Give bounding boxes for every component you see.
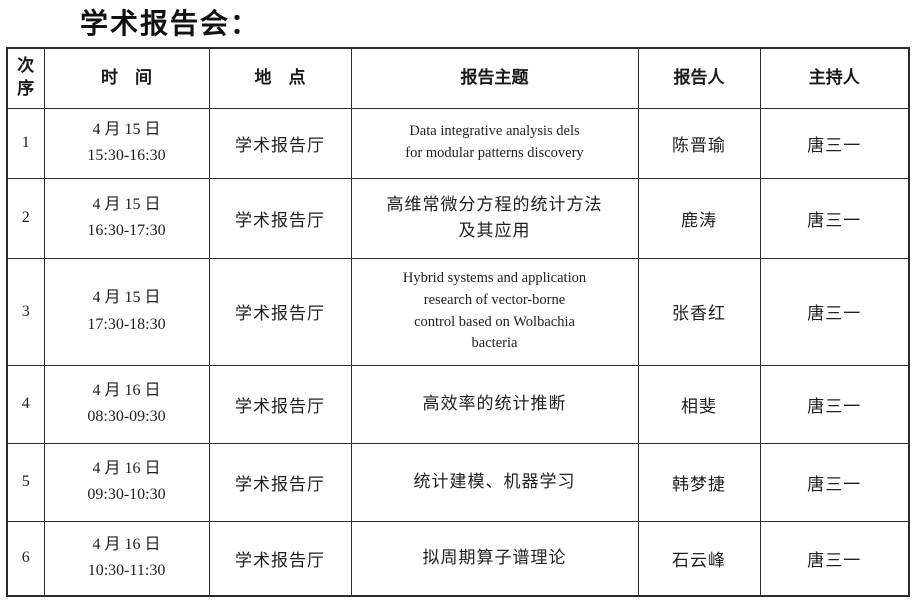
- cell-seq: 3: [6, 257, 45, 366]
- cell-time: 4 月 15 日 16:30-17:30: [43, 177, 210, 259]
- cell-location: 学术报告厅: [208, 257, 352, 366]
- column-header-time: 时 间: [43, 47, 210, 109]
- cell-seq: 5: [6, 442, 45, 522]
- column-header-speaker: 报告人: [637, 47, 761, 109]
- cell-host: 唐三一: [759, 177, 910, 259]
- cell-topic: 高效率的统计推断: [350, 364, 639, 444]
- cell-date-line: 4 月 16 日: [92, 381, 161, 399]
- cell-date-line: 4 月 16 日: [92, 459, 161, 477]
- cell-date-line: 4 月 15 日: [92, 195, 161, 213]
- column-header-host: 主持人: [759, 47, 910, 109]
- cell-time-line: 09:30-10:30: [87, 486, 166, 503]
- cell-speaker: 石云峰: [637, 520, 761, 597]
- cell-host: 唐三一: [759, 520, 910, 597]
- cell-location: 学术报告厅: [208, 177, 352, 259]
- table-row: 2 4 月 15 日 16:30-17:30 学术报告厅 高维常微分方程的统计方…: [6, 177, 910, 259]
- cell-time-line: 15:30-16:30: [87, 147, 166, 164]
- cell-time: 4 月 15 日 17:30-18:30: [43, 257, 210, 366]
- table-row: 4 4 月 16 日 08:30-09:30 学术报告厅 高效率的统计推断 相斐…: [6, 364, 910, 444]
- cell-speaker: 鹿涛: [637, 177, 761, 259]
- cell-seq: 4: [6, 364, 45, 444]
- cell-topic: 拟周期算子谱理论: [350, 520, 639, 597]
- cell-date-line: 4 月 15 日: [92, 289, 161, 307]
- cell-host: 唐三一: [759, 364, 910, 444]
- table-row: 5 4 月 16 日 09:30-10:30 学术报告厅 统计建模、机器学习 韩…: [6, 442, 910, 522]
- column-header-topic: 报告主题: [350, 47, 639, 109]
- cell-speaker: 张香红: [637, 257, 761, 366]
- cell-time: 4 月 16 日 09:30-10:30: [43, 442, 210, 522]
- cell-location: 学术报告厅: [208, 107, 352, 179]
- cell-host: 唐三一: [759, 107, 910, 179]
- cell-location: 学术报告厅: [208, 442, 352, 522]
- cell-host: 唐三一: [759, 257, 910, 366]
- cell-date-line: 4 月 16 日: [92, 535, 161, 553]
- column-header-seq: 次序: [6, 47, 45, 109]
- column-header-location: 地 点: [208, 47, 352, 109]
- cell-time-line: 10:30-11:30: [87, 562, 166, 580]
- cell-speaker: 陈晋瑜: [637, 107, 761, 179]
- lecture-schedule-table: 次序 时 间 地 点 报告主题 报告人 主持人 1 4 月 15 日 15:30…: [6, 47, 910, 597]
- cell-seq: 2: [6, 177, 45, 259]
- page-title: 学术报告会：: [80, 9, 261, 40]
- table-row: 3 4 月 15 日 17:30-18:30 学术报告厅 Hybrid syst…: [6, 257, 910, 366]
- table-header-row: 次序 时 间 地 点 报告主题 报告人 主持人: [6, 47, 910, 109]
- cell-seq: 1: [6, 107, 45, 179]
- cell-topic: 高维常微分方程的统计方法 及其应用: [350, 177, 639, 259]
- cell-speaker: 韩梦捷: [637, 442, 761, 522]
- cell-time: 4 月 16 日 10:30-11:30: [43, 520, 210, 597]
- cell-time: 4 月 15 日 15:30-16:30: [43, 107, 210, 179]
- cell-location: 学术报告厅: [208, 520, 352, 597]
- cell-date-line: 4 月 15 日: [92, 120, 161, 138]
- cell-time-line: 16:30-17:30: [87, 222, 166, 239]
- cell-speaker: 相斐: [637, 364, 761, 444]
- cell-topic: Data integrative analysis dels for modul…: [350, 107, 639, 179]
- cell-time-line: 17:30-18:30: [87, 315, 166, 333]
- cell-time-line: 08:30-09:30: [87, 408, 166, 425]
- cell-location: 学术报告厅: [208, 364, 352, 444]
- table-row: 1 4 月 15 日 15:30-16:30 学术报告厅 Data integr…: [6, 107, 910, 179]
- cell-host: 唐三一: [759, 442, 910, 522]
- table-row: 6 4 月 16 日 10:30-11:30 学术报告厅 拟周期算子谱理论 石云…: [6, 520, 910, 597]
- cell-topic: Hybrid systems and application research …: [350, 257, 639, 366]
- cell-time: 4 月 16 日 08:30-09:30: [43, 364, 210, 444]
- cell-topic: 统计建模、机器学习: [350, 442, 639, 522]
- cell-seq: 6: [6, 520, 45, 597]
